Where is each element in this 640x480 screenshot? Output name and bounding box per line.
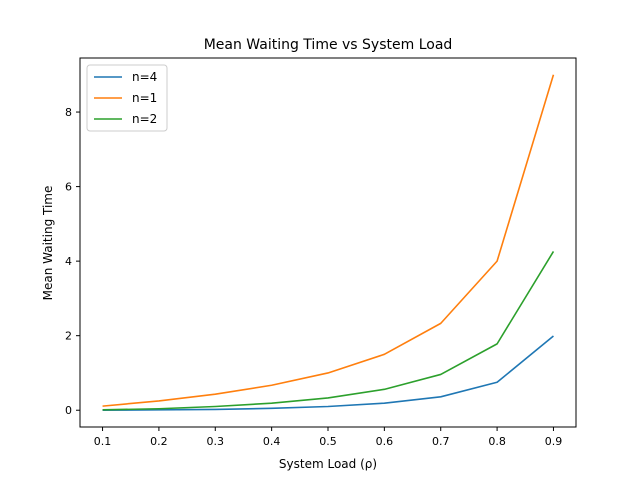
- x-tick-label: 0.5: [319, 435, 337, 448]
- y-tick-label: 2: [65, 330, 72, 343]
- series-line-n-1: [102, 74, 555, 407]
- y-tick-label: 4: [65, 255, 72, 268]
- series-line-n-2: [102, 251, 555, 411]
- series-line-n-4: [102, 335, 554, 412]
- legend: n=4 n=1 n=2: [86, 64, 168, 132]
- x-tick-label: 0.1: [94, 435, 112, 448]
- legend-label: n=2: [132, 112, 157, 126]
- x-tick-label: 0.9: [545, 435, 563, 448]
- y-axis-label: Mean Waiting Time: [41, 186, 55, 301]
- x-tick-label: 0.6: [376, 435, 394, 448]
- y-tick-label: 6: [65, 181, 72, 194]
- legend-label: n=1: [132, 91, 157, 105]
- x-tick-label: 0.2: [150, 435, 168, 448]
- x-tick-label: 0.7: [432, 435, 450, 448]
- chart-title: Mean Waiting Time vs System Load: [204, 37, 453, 53]
- plot-area: [102, 74, 555, 412]
- legend-label: n=4: [132, 70, 157, 84]
- y-tick-label: 8: [65, 106, 72, 119]
- x-axis-label: System Load (ρ): [279, 457, 377, 471]
- x-tick-label: 0.4: [263, 435, 281, 448]
- x-tick-label: 0.3: [207, 435, 225, 448]
- legend-box: [86, 64, 168, 132]
- x-tick-label: 0.8: [488, 435, 506, 448]
- y-tick-label: 0: [65, 404, 72, 417]
